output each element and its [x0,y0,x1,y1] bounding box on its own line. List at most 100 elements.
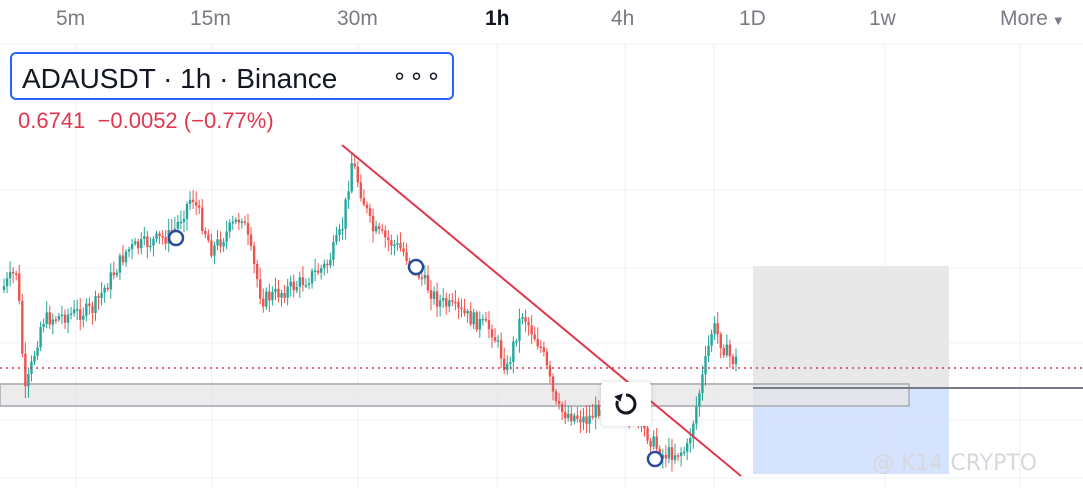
candle-body [274,288,277,292]
candle-body [262,298,265,307]
candle-body [326,263,329,266]
candle-body [115,272,119,276]
candle-body [164,237,167,244]
candle-body [515,340,518,343]
candle-body [405,252,408,262]
candle-body [429,290,433,299]
candles [2,152,738,472]
timeframe-1h[interactable]: 1h [485,7,510,30]
candle-body [225,231,228,242]
more-options-icon[interactable]: ∘∘∘ [392,63,444,90]
candle-body [704,356,707,375]
candle-body [463,309,466,314]
candle-body [509,361,512,364]
candle-body [469,310,472,325]
candle-body [268,291,271,301]
candle-body [728,344,732,357]
candle-body [219,239,222,247]
candle-body [280,292,283,298]
candle-body [48,312,51,325]
candle-body [454,301,457,304]
candle-body [121,255,125,263]
candle-body [359,182,363,199]
candle-body [88,303,91,306]
chevron-down-icon: ▼ [1051,13,1065,28]
candle-body [100,292,103,298]
candle-body [496,340,500,342]
candle-body [5,278,9,287]
candle-body [298,277,302,287]
candle-body [512,341,515,362]
candle-body [396,243,399,245]
candle-body [289,281,292,287]
candle-body [295,286,298,291]
watermark: @ K14 CRYPTO [872,451,1038,476]
candle-body [734,356,738,365]
candle-body [573,415,576,422]
candle-body [338,229,341,236]
candle-body [445,298,448,307]
candle-body [362,198,366,205]
candle-body [109,272,112,290]
candle-body [21,300,24,354]
candle-body [594,404,597,418]
candle-body [582,416,585,423]
candle-body [387,237,390,241]
symbol-legend[interactable]: ADAUSDT · 1h · Binance ∘∘∘ [10,52,454,100]
candle-body [8,271,12,279]
candle-body [213,245,216,256]
candle-body [106,287,109,290]
candle-body [393,244,396,246]
timeframe-5m[interactable]: 5m [56,7,86,30]
candle-body [682,451,686,454]
candle-body [72,309,76,314]
candle-body [707,345,710,357]
candle-body [39,326,42,348]
candle-body [646,428,649,441]
timeframe-1w[interactable]: 1w [869,7,896,30]
candle-body [710,333,713,346]
candle-body [731,356,735,365]
timeframe-1d[interactable]: 1D [739,7,766,30]
candle-body [286,286,289,298]
timeframe-4h[interactable]: 4h [611,7,635,30]
candle-body [466,310,469,314]
candle-body [475,312,478,330]
candle-body [713,323,716,334]
candle-body [146,236,149,248]
candle-body [588,415,591,424]
candle-body [15,273,18,275]
candle-body [652,436,655,447]
candle-body [249,234,253,246]
candle-body [524,317,527,323]
timeframe-30m[interactable]: 30m [337,7,378,30]
candle-body [567,413,570,419]
candle-body [374,226,378,232]
candle-body [182,218,186,222]
candle-body [667,447,671,459]
reset-chart-button[interactable] [601,382,651,426]
candle-body [503,358,506,371]
candle-body [161,236,164,238]
candle-body [234,219,237,222]
candle-body [560,404,564,412]
candle-body [701,374,704,394]
candle-body [42,324,45,327]
candle-body [716,323,719,335]
candle-body [356,166,359,183]
candle-body [506,363,509,371]
candle-body [277,288,280,298]
candle-body [423,274,427,279]
more-timeframes-button[interactable]: More ▼ [1000,7,1065,31]
candle-body [664,454,668,459]
candle-body [207,234,210,241]
timeframe-15m[interactable]: 15m [190,7,231,30]
candle-body [82,315,85,320]
candle-body [240,221,244,224]
symbol-title: ADAUSDT · 1h · Binance [22,63,338,94]
candle-body [97,296,100,298]
candle-body [426,274,430,291]
candle-body [127,249,131,252]
candle-body [725,344,729,356]
